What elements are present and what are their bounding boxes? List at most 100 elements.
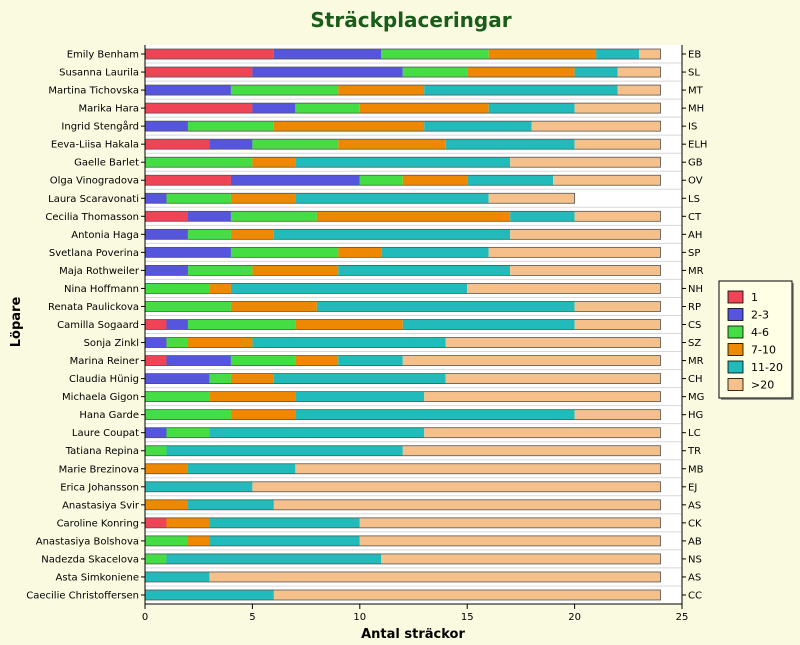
bar-segment (531, 121, 661, 132)
y-tick-label: Antonia Haga (71, 230, 139, 241)
y-tick-label: Sonja Zinkl (84, 338, 139, 349)
y2-tick-label: CH (688, 374, 703, 385)
bar-segment (230, 409, 296, 420)
bar-segment (230, 85, 339, 96)
bar-segment (467, 175, 554, 186)
bar-segment (445, 373, 661, 384)
bar-segment (273, 373, 446, 384)
bar-segment (145, 67, 253, 78)
bar-segment (145, 229, 188, 240)
bar-segment (424, 391, 661, 402)
y2-tick-label: AS (688, 500, 701, 511)
bar-segment (273, 499, 661, 510)
bar-segment (402, 355, 661, 366)
y2-tick-label: SZ (688, 338, 701, 349)
y2-tick-label: MT (688, 86, 704, 97)
bar-segment (617, 85, 661, 96)
y2-tick-label: HG (688, 410, 703, 421)
y2-tick-label: RP (688, 302, 701, 313)
bar-segment (145, 175, 231, 186)
y-tick-label: Eeva-Liisa Hakala (51, 140, 139, 151)
bar-segment (359, 535, 661, 546)
bar-segment (209, 517, 360, 528)
bar-segment (230, 247, 339, 258)
bar-segment (187, 337, 253, 348)
y2-tick-label: ELH (688, 140, 707, 151)
bar-segment (467, 283, 661, 294)
legend-swatch (727, 360, 744, 374)
y-tick-label: Anastasiya Svir (62, 500, 140, 511)
bar-segment (166, 319, 188, 330)
bar-segment (488, 193, 575, 204)
y-tick-label: Michaela Gigon (62, 392, 139, 403)
bar-segment (574, 103, 661, 114)
bar-segment (381, 553, 661, 564)
y2-tick-label: LC (688, 428, 701, 439)
bar-segment (145, 49, 274, 60)
bar-segment (145, 589, 274, 600)
bar-segment (381, 247, 489, 258)
bar-segment (488, 103, 575, 114)
bar-segment (252, 481, 661, 492)
bar-segment (316, 301, 575, 312)
y-tick-label: Svetlana Poverina (49, 248, 139, 259)
bar-segment (230, 373, 274, 384)
bar-segment (145, 409, 231, 420)
bar-segment (209, 427, 425, 438)
y-axis-label: Löpare (9, 297, 24, 348)
bar-segment (230, 229, 274, 240)
y2-tick-label: EJ (688, 482, 697, 493)
bar-segment (402, 445, 661, 456)
bar-segment (359, 103, 489, 114)
y-tick-label: Camilla Sogaard (57, 320, 139, 331)
bar-segment (338, 355, 403, 366)
bar-segment (596, 49, 640, 60)
y2-tick-label: EB (688, 50, 701, 61)
bar-segment (488, 247, 661, 258)
bar-segment (424, 427, 661, 438)
bar-segment (145, 337, 167, 348)
bar-segment (295, 103, 360, 114)
bar-segment (402, 319, 575, 330)
bar-segment (145, 463, 188, 474)
y-tick-label: Renata Paulickova (48, 302, 139, 313)
legend-label: 2-3 (751, 309, 769, 322)
y2-tick-label: IS (688, 122, 697, 133)
bar-segment (295, 409, 575, 420)
legend-swatch (727, 343, 744, 356)
y2-tick-label: MH (688, 104, 704, 115)
bar-segment (510, 157, 661, 168)
bar-segment (295, 193, 489, 204)
legend-label: 4-6 (751, 326, 769, 339)
bar-segment (230, 211, 317, 222)
bar-segment (617, 67, 661, 78)
bar-segment (209, 571, 661, 582)
y2-tick-label: OV (688, 176, 703, 187)
y-tick-label: Asta Simkoniene (56, 572, 139, 583)
bar-segment (145, 517, 167, 528)
bar-segment (316, 211, 511, 222)
y-tick-label: Martina Tichovska (48, 86, 139, 97)
bar-segment (187, 211, 231, 222)
bar-segment (574, 67, 618, 78)
bar-segment (402, 175, 468, 186)
y2-tick-label: TR (687, 446, 701, 457)
y2-tick-label: NS (688, 554, 702, 565)
legend-swatch (727, 378, 744, 391)
bar-segment (252, 67, 403, 78)
y-tick-label: Caroline Konring (57, 518, 139, 529)
bar-segment (145, 139, 210, 150)
legend-label: 7-10 (751, 344, 776, 357)
bar-segment (145, 481, 253, 492)
bar-segment (187, 121, 274, 132)
bar-segment (574, 301, 661, 312)
y-tick-label: Tatiana Repina (65, 446, 139, 457)
bar-segment (273, 121, 425, 132)
x-tick-label: 20 (568, 612, 581, 623)
bar-segment (145, 499, 188, 510)
y-tick-label: Claudia Hünig (69, 374, 139, 385)
bar-segment (187, 463, 296, 474)
bar-segment (574, 211, 661, 222)
y-tick-label: Marika Hara (79, 104, 139, 115)
